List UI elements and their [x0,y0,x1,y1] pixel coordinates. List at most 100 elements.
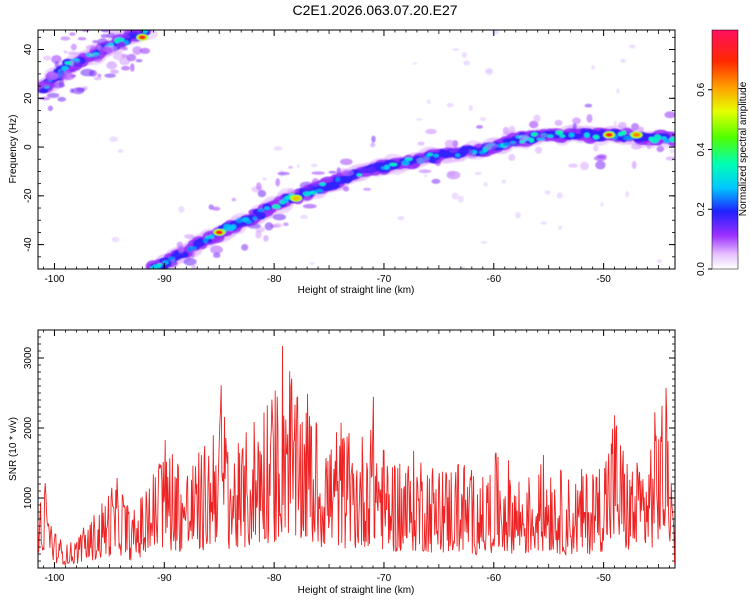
spectrogram-cell [370,142,376,148]
spectrogram-cell [448,149,458,153]
spectrogram-cell [60,36,71,41]
spectrogram-cell [646,142,652,150]
spectrogram-cell [129,21,134,24]
spectrogram-cell [335,177,341,182]
spectrogram-cell [122,46,128,51]
spectrogram-cell [663,139,671,144]
spectrogram-cell [45,72,59,81]
spectrogram-cell [139,47,151,55]
spectrogram-cell [586,114,593,123]
spectrogram-cell [256,182,262,191]
spectrogram-cell [302,191,312,197]
spectrogram-cell [70,43,77,51]
spectrogram-cell [529,120,539,129]
spectrogram-cell [79,30,91,32]
spectrogram-peak-core [292,196,300,201]
spectrogram-cell [138,1,151,7]
spectrogram-cell [104,73,116,78]
spectrogram-cell [255,230,262,239]
spectrogram-cell [120,33,131,39]
spectrogram-cell [556,192,563,199]
spectrogram-cell [341,169,354,177]
spectrogram-cell [508,153,516,162]
spectrogram-cell [109,136,118,142]
spectrogram-cell [92,40,99,44]
spectrogram-cell [189,246,197,250]
spectrogram-peak-core [633,132,641,137]
spectrogram-cell [444,139,455,149]
spectrogram-cell [593,145,599,152]
spectrogram-cell [118,8,130,15]
spectrogram-cell [328,170,337,174]
spectrogram-frame [37,29,676,270]
spectrogram-cell [272,213,286,221]
spectrogram-cell [631,123,640,131]
colorbar: 0.0 0.2 0.4 0.6 Normalized spectral amplitu… [696,29,749,276]
spectrogram-cell [203,237,209,244]
spectrogram-cell [669,136,675,143]
spectrogram-cell [455,153,461,158]
spectrogram-cell [42,55,52,61]
spectrogram-cell [212,206,221,211]
spectrogram-cell [533,114,541,123]
spectrogram-cell [245,220,253,224]
spectrogram-cell [664,111,675,119]
spectrogram-peak-core [605,132,613,137]
spectrogram-cell [540,221,547,225]
spectrogram-peak-core [215,230,223,235]
spectrogram-cell [288,165,293,169]
spectrogram-cell [491,30,499,35]
spectrogram-cell [110,69,119,74]
spectrogram-cell [591,65,595,70]
spectrogram-cell [631,143,642,150]
spectrogram-cell [263,235,269,242]
spectrogram-cell [660,136,667,140]
spectrogram-cell [620,58,626,64]
spectrogram-cell [631,160,637,170]
spectrogram-cell [616,88,620,94]
spectrogram-cell [433,153,439,158]
spectrogram-cell [384,164,390,170]
spectrogram-y-label: Frequency (Hz) [8,115,19,184]
spectrogram-cell [137,22,150,29]
spectrogram-cell [283,222,289,227]
spectrogram-cell [584,103,593,108]
spectrogram-cell [190,249,195,258]
spectrogram-cell [176,241,184,249]
spectrogram-cell [554,119,563,126]
spectrogram-cell [342,186,350,192]
spectrogram-cell [116,37,125,43]
spectrogram-cell [480,241,488,244]
spectrogram-cell [93,76,102,81]
spectrogram-cell [273,146,283,151]
spectrogram-cell [59,69,65,78]
spectrogram-cell [367,166,376,175]
spectrogram-cell [210,245,223,254]
spectrogram-cell [583,132,590,138]
spectrogram-cell [106,32,116,39]
spectrogram-cell [570,128,581,133]
spectrogram-cell [427,152,434,157]
spectrogram-x-tick-label: -70 [377,274,392,285]
spectrogram-cell [572,117,581,125]
spectrogram-cell [535,133,548,139]
colorbar-tick-label: 0.6 [696,82,707,96]
spectrogram-cell [558,225,563,230]
spectrogram-cell [277,171,290,176]
spectrogram-cell [262,177,267,181]
spectrogram-cell [300,214,308,220]
spectrogram-cell [468,104,473,112]
spectrogram-cell [141,20,146,28]
spectrogram-cell [463,60,470,66]
spectrogram-cell [427,99,431,105]
spectrogram-cell [431,178,441,184]
spectrogram-cell [580,161,589,171]
spectrogram-cell [208,204,214,210]
spectrogram-cell [77,37,87,41]
spectrogram-cell [474,171,482,176]
spectrogram-cell [257,208,265,213]
snr-series-line [38,345,675,566]
colorbar-tick-label: 0.2 [696,202,707,216]
spectrogram-cell [508,142,522,146]
